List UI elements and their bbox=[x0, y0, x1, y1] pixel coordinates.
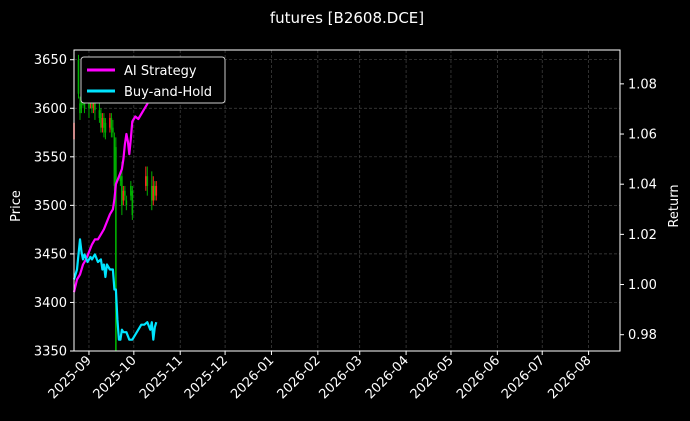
plot-frame bbox=[73, 49, 621, 352]
candle-body bbox=[146, 176, 149, 186]
candle-body bbox=[101, 117, 104, 128]
candle-body bbox=[155, 185, 158, 196]
candle-body bbox=[125, 200, 128, 206]
y-tick-label-right: 1.04 bbox=[628, 178, 657, 193]
legend: AI Strategy Buy-and-Hold bbox=[80, 56, 226, 104]
y-tick-label-right: 1.08 bbox=[628, 77, 657, 92]
y-axis-right: 0.98 1.00 1.02 1.04 1.06 1.08 bbox=[620, 77, 657, 343]
y-tick-label-right: 0.98 bbox=[628, 328, 657, 343]
y-axis-left: 3350 3400 3450 3500 3550 3600 3650 bbox=[34, 53, 74, 360]
buy-and-hold-line bbox=[72, 238, 158, 341]
candle-body bbox=[113, 137, 116, 186]
candle-body bbox=[110, 117, 113, 130]
candle-body bbox=[130, 185, 132, 196]
candle-body bbox=[103, 117, 105, 128]
return-lines bbox=[72, 66, 158, 341]
candle-body bbox=[94, 98, 96, 111]
y-axis-label-left: Price bbox=[9, 190, 24, 222]
candle-body bbox=[121, 176, 123, 206]
y-tick-label-left: 3350 bbox=[34, 345, 67, 360]
legend-box bbox=[80, 56, 226, 104]
candle-body bbox=[153, 185, 156, 196]
candle-body bbox=[115, 147, 117, 351]
candle-body bbox=[92, 103, 95, 109]
candle-body bbox=[150, 185, 153, 201]
candle-body bbox=[109, 117, 111, 128]
y-tick-label-left: 3550 bbox=[34, 150, 67, 165]
candle-body bbox=[104, 122, 107, 133]
y-tick-label-left: 3500 bbox=[34, 199, 67, 214]
y-tick-label-left: 3650 bbox=[34, 53, 67, 68]
candle-body bbox=[77, 59, 80, 94]
candle-body bbox=[131, 190, 134, 216]
candle-body bbox=[100, 113, 102, 128]
candle-body bbox=[98, 110, 101, 118]
y-axis-label-right: Return bbox=[667, 184, 682, 227]
y-tick-label-left: 3400 bbox=[34, 296, 67, 311]
candle-body bbox=[112, 127, 114, 133]
candle-body bbox=[119, 176, 122, 182]
y-tick-label-right: 1.06 bbox=[628, 128, 657, 143]
legend-label-buy-and-hold: Buy-and-Hold bbox=[124, 85, 212, 100]
candle-body bbox=[145, 176, 147, 186]
ai-strategy-line bbox=[72, 66, 158, 293]
candle-body bbox=[124, 190, 126, 196]
y-tick-label-left: 3600 bbox=[34, 102, 67, 117]
y-tick-label-right: 1.00 bbox=[628, 278, 657, 293]
y-tick-label-right: 1.02 bbox=[628, 228, 657, 243]
candle-body bbox=[79, 103, 81, 114]
candle-body bbox=[122, 190, 125, 201]
chart-title: futures [B2608.DCE] bbox=[270, 9, 424, 27]
legend-label-ai-strategy: AI Strategy bbox=[124, 64, 197, 79]
y-tick-label-left: 3450 bbox=[34, 247, 67, 262]
candle-body bbox=[152, 185, 155, 201]
